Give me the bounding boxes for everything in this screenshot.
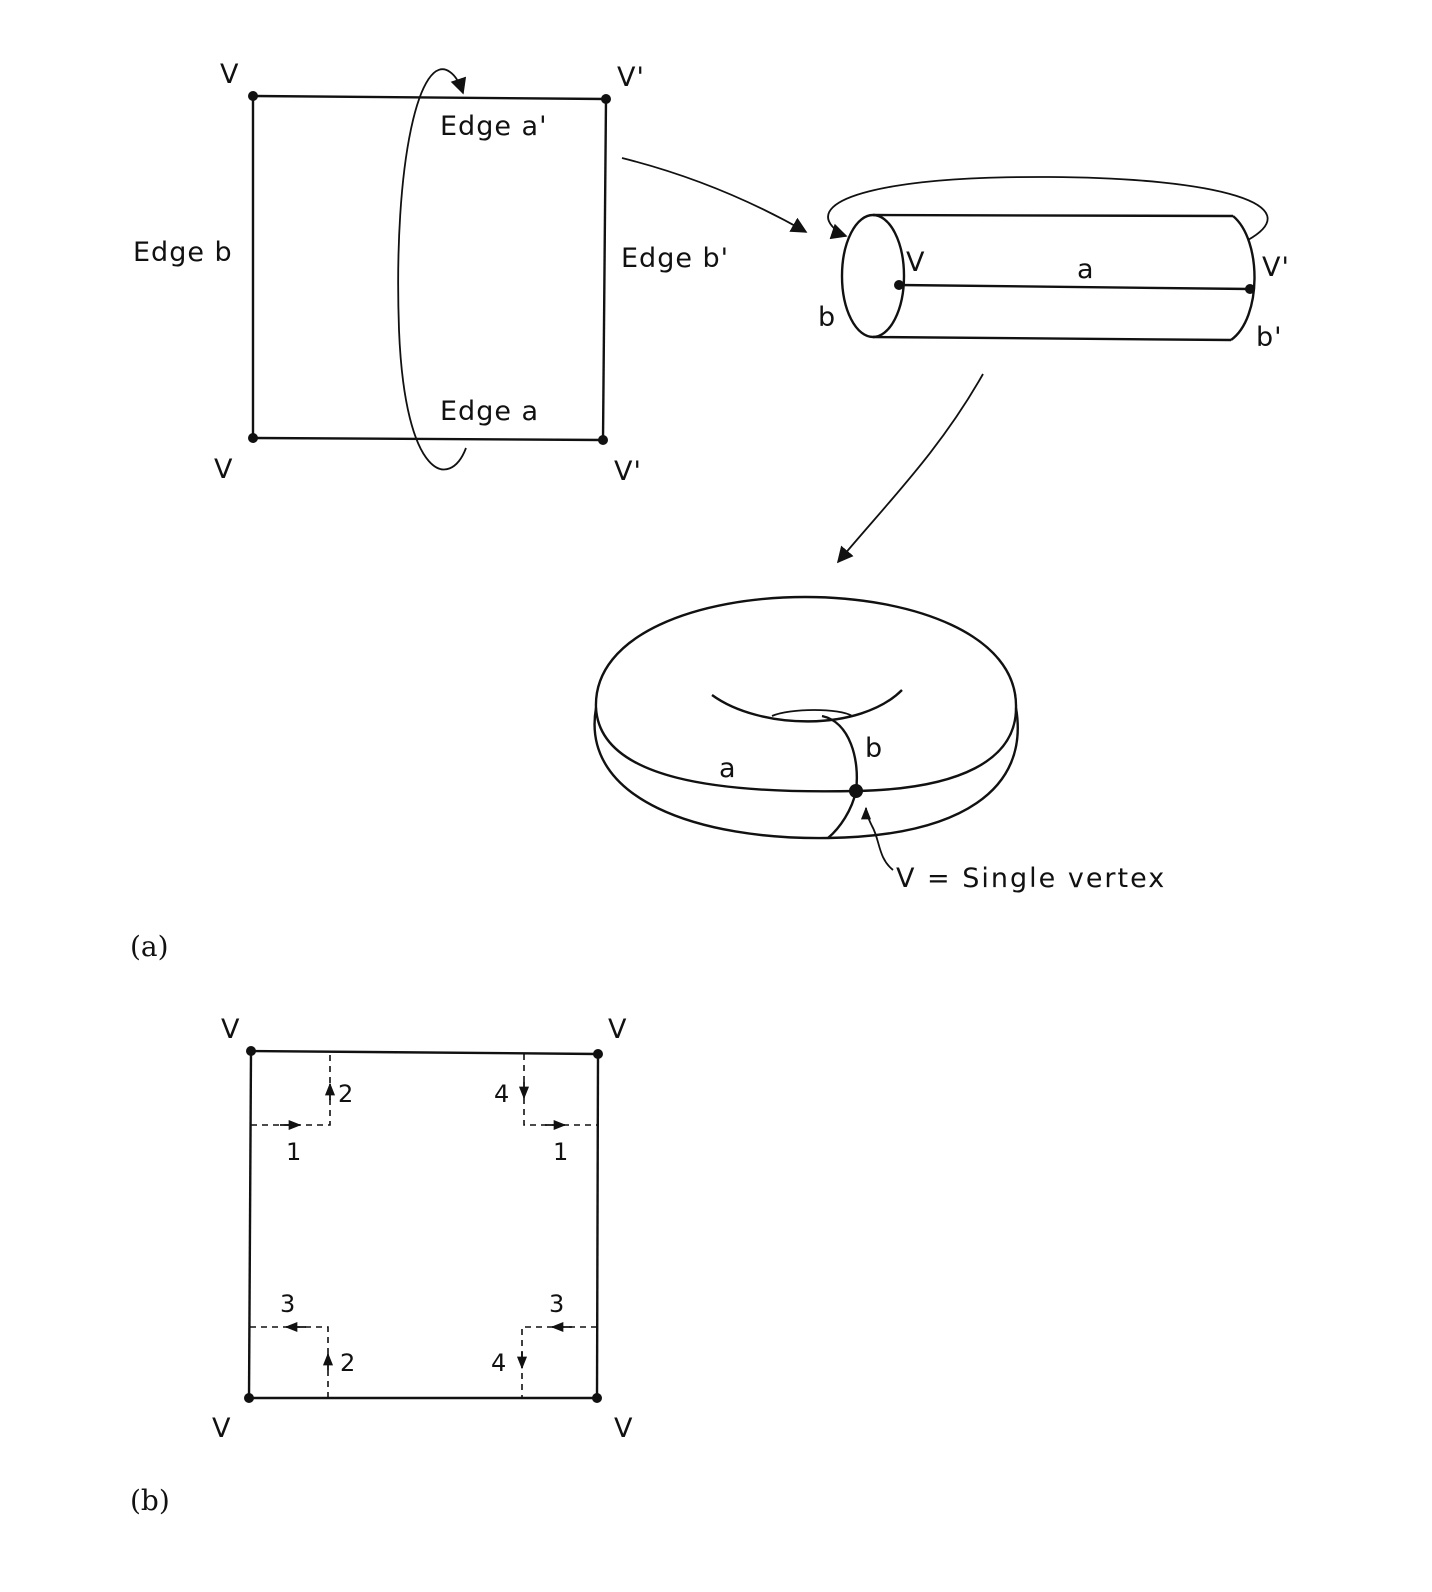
vertex-label: V (608, 1014, 627, 1045)
bend-arrow (827, 176, 1269, 241)
cylinder-diagram: V V' a b b' (818, 176, 1290, 353)
vertex-dot (244, 1393, 254, 1403)
square-diagram: V V' V V' Edge a' Edge a Edge b Edge b' (133, 59, 729, 487)
path-label: 3 (549, 1290, 564, 1318)
edge-label: b (818, 302, 836, 333)
torus-meridian-b (821, 714, 858, 839)
fold-arrow (397, 68, 467, 471)
vertex-dot (592, 1393, 602, 1403)
vertex-label: V (614, 1413, 633, 1444)
vertex-dot (248, 91, 258, 101)
torus-top-outline (594, 595, 1018, 709)
vertex-dot (849, 784, 863, 798)
panel-b: V V V V 2 1 4 1 3 2 3 4 (b) (130, 1014, 633, 1517)
square-edge (247, 1050, 253, 1399)
path-label: 1 (286, 1138, 301, 1166)
square-edge (595, 1053, 600, 1399)
vertex-label: V (212, 1413, 231, 1444)
cylinder-bottom-edge (872, 335, 1232, 342)
transform-arrow (836, 373, 984, 564)
edge-label: a (1077, 254, 1095, 285)
vertex-label: V' (617, 62, 645, 93)
edge-a-prime-line (252, 94, 607, 101)
caption: (b) (130, 1484, 170, 1517)
edge-a-line (252, 436, 604, 442)
vertex-note: V = Single vertex (896, 863, 1166, 894)
path-label: 2 (340, 1349, 355, 1377)
vertex-label: V' (614, 456, 642, 487)
transform-arrow (621, 157, 808, 233)
vertex-dot (601, 94, 611, 104)
vertex-label: V (906, 247, 925, 278)
torus-hole-rim (711, 689, 903, 723)
edge-label: Edge b (133, 237, 233, 268)
dashed-path (523, 1054, 598, 1126)
dashed-path (521, 1326, 597, 1398)
torus-bottom-outline (593, 707, 1019, 840)
path-label: 4 (494, 1080, 509, 1108)
path-label: 1 (553, 1138, 568, 1166)
edge-label: Edge b' (621, 243, 729, 274)
edge-label: Edge a (440, 396, 539, 427)
cylinder-end-b-prime (1230, 215, 1256, 341)
edge-label: a (719, 753, 737, 784)
torus-diagram: a b V = Single vertex (593, 595, 1166, 894)
edge-label: Edge a' (440, 111, 548, 142)
vertex-label: V (221, 1014, 240, 1045)
vertex-pointer (860, 806, 894, 871)
vertex-dot (894, 280, 904, 290)
edge-b-prime-line (601, 98, 608, 441)
vertex-dot (598, 435, 608, 445)
path-label: 2 (338, 1080, 353, 1108)
cylinder-seam-a (898, 283, 1251, 291)
torus-equator (594, 707, 1018, 793)
edge-label: b' (1256, 322, 1283, 353)
vertex-label: V (214, 454, 233, 485)
torus-hole-inner (771, 709, 853, 717)
path-label: 3 (280, 1290, 295, 1318)
vertex-label: V' (1262, 252, 1290, 283)
vertex-dot (246, 1046, 256, 1056)
caption: (a) (130, 930, 169, 963)
path-label: 4 (491, 1349, 506, 1377)
vertex-label: V (220, 59, 239, 90)
vertex-dot (593, 1049, 603, 1059)
cylinder-end-b (840, 213, 906, 339)
cylinder-top-edge (872, 213, 1234, 218)
edge-label: b (865, 733, 883, 764)
vertex-dot (248, 433, 258, 443)
vertex-dot (1245, 284, 1255, 294)
square-edge (250, 1049, 599, 1056)
panel-a: V V' V V' Edge a' Edge a Edge b Edge b' … (130, 59, 1290, 963)
dashed-path (250, 1326, 329, 1398)
dashed-path (251, 1052, 331, 1126)
